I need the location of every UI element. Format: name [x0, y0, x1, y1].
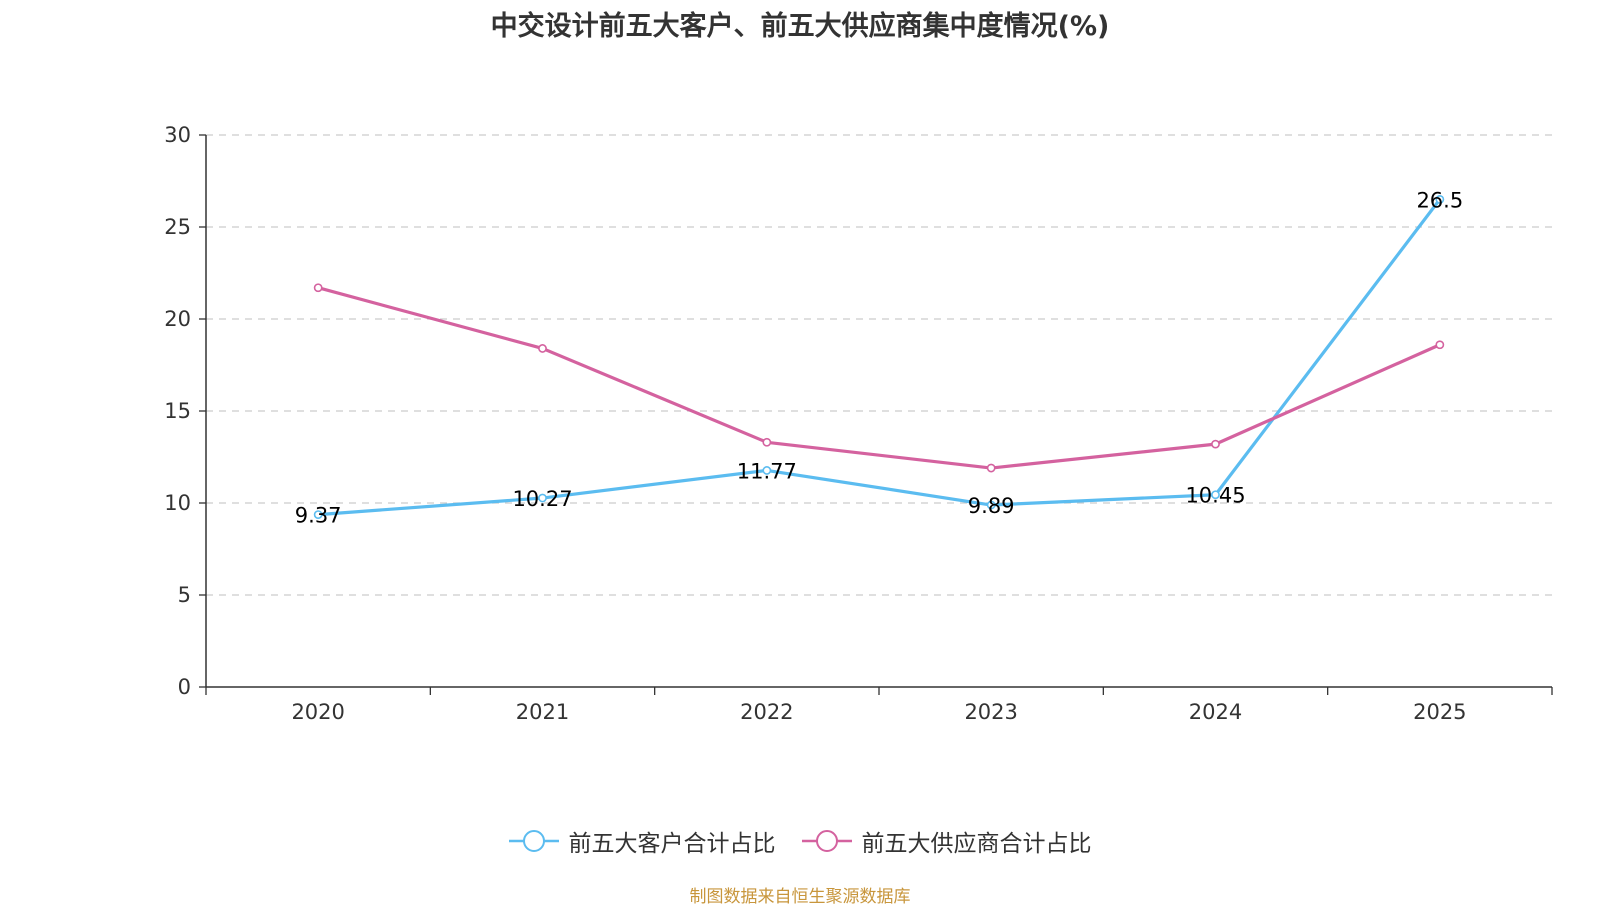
series-line-0: [318, 198, 1442, 517]
data-point[interactable]: [1211, 490, 1220, 500]
data-label: 10.45: [1185, 484, 1245, 508]
data-point[interactable]: [538, 344, 547, 353]
x-tick-label: 2020: [291, 700, 344, 724]
y-tick-label: 30: [164, 123, 191, 147]
series-line-1: [317, 286, 1441, 470]
x-tick-label: 2025: [1413, 700, 1466, 724]
data-point[interactable]: [313, 283, 323, 293]
data-point[interactable]: [762, 466, 772, 475]
data-labels: 9.37 10.27 11.77 9.89 10.45 26.5: [295, 188, 1463, 527]
data-point[interactable]: [538, 493, 547, 503]
y-tick-label: 15: [164, 399, 191, 423]
data-label: 10.27: [512, 487, 572, 511]
data-point[interactable]: [762, 437, 772, 447]
x-tick-label: 2024: [1189, 700, 1242, 724]
y-tick-label: 20: [164, 307, 191, 331]
x-tick-label: 2023: [964, 700, 1017, 724]
x-tick-label: 2021: [516, 700, 569, 724]
data-point[interactable]: [986, 463, 996, 473]
chart-title: 中交设计前五大客户、前五大供应商集中度情况(%): [490, 11, 1110, 42]
data-point[interactable]: [986, 500, 996, 510]
legend-label-customers: 前五大客户合计占比: [568, 831, 776, 857]
y-tick-label: 10: [164, 491, 191, 515]
data-label: 9.89: [968, 494, 1015, 518]
data-label: 26.5: [1416, 188, 1463, 212]
data-point[interactable]: [1211, 439, 1220, 449]
series-lines: [313, 194, 1445, 519]
legend-marker-suppliers-icon: [801, 830, 852, 852]
data-point[interactable]: [1435, 194, 1445, 204]
y-tick-label: 0: [178, 675, 191, 699]
source-note: 制图数据来自恒生聚源数据库: [689, 887, 911, 907]
grid-lines: [206, 134, 1552, 596]
data-label: 11.77: [737, 459, 797, 483]
data-point[interactable]: [1435, 340, 1445, 350]
legend-item-suppliers[interactable]: 前五大供应商合计占比: [801, 824, 1092, 858]
data-point[interactable]: [313, 510, 323, 519]
y-tick-label: 5: [178, 583, 191, 607]
data-label: 9.37: [295, 504, 342, 528]
y-tick-label: 25: [164, 215, 191, 239]
legend: 前五大客户合计占比 前五大供应商合计占比: [0, 824, 1600, 858]
legend-item-customers[interactable]: 前五大客户合计占比: [508, 824, 776, 858]
legend-label-suppliers: 前五大供应商合计占比: [861, 831, 1092, 857]
x-tick-label: 2022: [740, 700, 793, 724]
legend-marker-customers-icon: [508, 830, 559, 852]
